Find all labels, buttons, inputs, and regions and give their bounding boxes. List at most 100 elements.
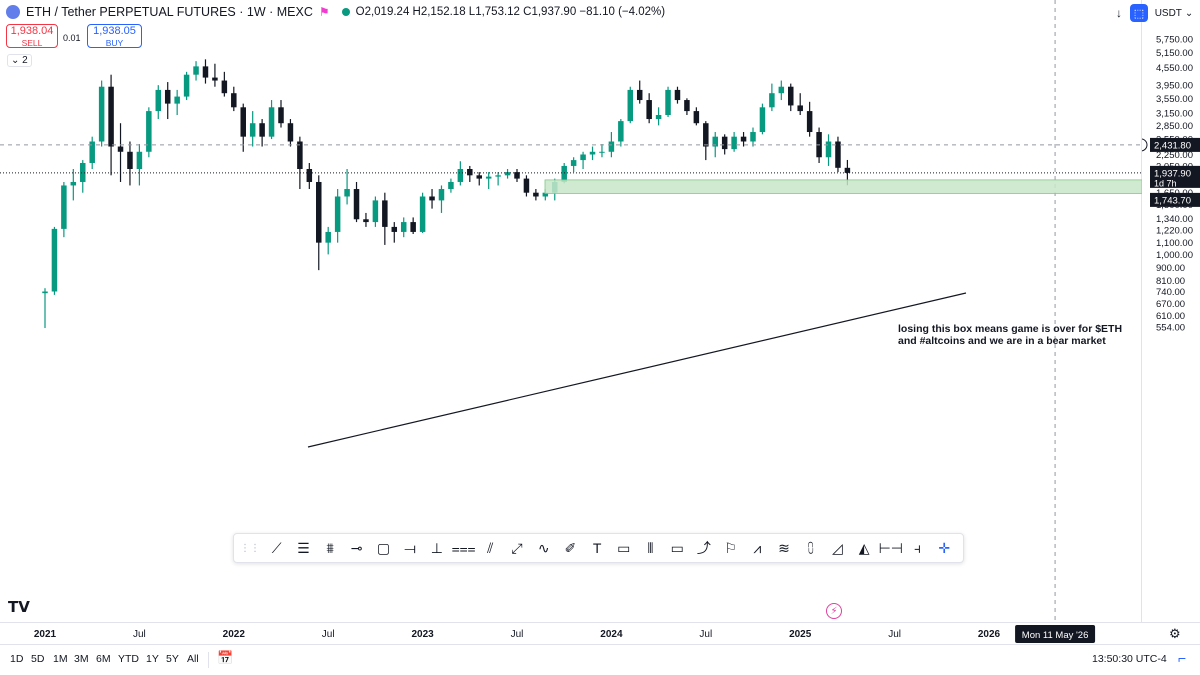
comment-icon[interactable]: ▭ [670, 539, 684, 556]
time-axis-labels: 2021 Jul 2022 Jul 2023 Jul 2024 Jul 2025 Jul 2026 M… [34, 625, 1096, 643]
timeframe-all[interactable]: All [187, 653, 199, 665]
candle-body [164, 89, 171, 104]
candle-body [731, 136, 737, 150]
candle-body [769, 93, 775, 108]
candlestick-chart[interactable] [0, 0, 1142, 622]
triangle-icon[interactable]: ◭ [858, 539, 870, 556]
curve-icon[interactable]: ∿ [537, 539, 550, 556]
price-range-icon[interactable]: ⫞ [914, 539, 921, 556]
arrow-marker-icon[interactable]: ⤢ [511, 539, 523, 556]
timeframe-1m[interactable]: 1M [53, 653, 68, 665]
candle-body [570, 160, 577, 166]
timeframe-5d[interactable]: 5D [31, 653, 45, 665]
currency-selector[interactable]: USDT ⌄ [1152, 4, 1196, 22]
candle-body [334, 196, 341, 232]
candle-body [51, 228, 58, 292]
candle [259, 119, 265, 147]
add-alert-icon[interactable] [1142, 138, 1148, 152]
price-tick-label: 740.00 [1156, 287, 1185, 298]
crosshair-date-bg [1015, 625, 1096, 643]
rectangle-icon[interactable]: ▢ [376, 539, 391, 556]
timeframe-5y[interactable]: 5Y [166, 653, 179, 665]
calendar-icon[interactable]: 📅 [217, 650, 234, 665]
sell-price: 1,938.04 [10, 25, 54, 37]
compare-icon[interactable]: ⌐ [1178, 650, 1187, 666]
candle [174, 89, 180, 116]
candle-body [146, 111, 152, 152]
candle [70, 168, 77, 201]
candle [334, 189, 341, 243]
arrow-down-icon[interactable]: ↓ [1116, 6, 1122, 20]
trend-line[interactable] [307, 292, 967, 448]
horizontal-line-icon[interactable]: ⟞ [404, 539, 416, 556]
timeframe-1y[interactable]: 1Y [146, 653, 159, 665]
symbol-title[interactable]: ETH / Tether PERPETUAL FUTURES · 1W · ME… [26, 5, 313, 19]
buy-button[interactable]: 1,938.05 BUY [87, 24, 142, 48]
chart-annotation[interactable]: losing this box means game is over for $… [898, 323, 1138, 347]
horizontal-lines-icon[interactable]: ☰ [297, 539, 310, 556]
candle-body [561, 165, 567, 182]
vertical-line-icon[interactable]: ⊥ [430, 539, 443, 556]
arrow-icon[interactable]: ⤴ [696, 540, 711, 556]
crosshair-icon[interactable]: ✛ [938, 539, 951, 556]
candle [599, 143, 605, 158]
timeframe-6m[interactable]: 6M [96, 653, 111, 665]
long-position-icon[interactable]: ⩇ [807, 539, 814, 556]
gear-icon[interactable]: ⚙ [1169, 626, 1181, 641]
candle [268, 100, 275, 140]
lightning-icon[interactable]: ⚡ [826, 603, 842, 619]
zigzag-icon[interactable]: ⩘ [753, 539, 762, 556]
timeframe-3m[interactable]: 3M [74, 653, 89, 665]
regression-icon[interactable]: ⩶ [451, 539, 476, 556]
time-axis[interactable]: 2021 Jul 2022 Jul 2023 Jul 2024 Jul 2025 Jul 2026 M… [0, 622, 1200, 644]
candle [627, 86, 634, 124]
time-tick-label: Jul [322, 629, 335, 640]
timeframe-1d[interactable]: 1D [10, 653, 24, 665]
callout-icon[interactable]: ▭ [617, 539, 631, 556]
timeframe-ytd[interactable]: YTD [118, 653, 139, 665]
brush-icon[interactable]: ✐ [564, 539, 577, 556]
last-price-label: 1,937.90 [1154, 168, 1191, 179]
candle-body [599, 151, 605, 153]
chart-plot-area[interactable]: ETH / Tether PERPETUAL FUTURES · 1W · ME… [0, 0, 1142, 622]
candle [325, 226, 331, 255]
path-icon[interactable]: ⫽ [487, 539, 494, 556]
candle-body [457, 168, 464, 182]
price-badge [1150, 137, 1200, 152]
candle-body [693, 111, 700, 124]
support-box[interactable] [544, 179, 1142, 194]
box-price-label: 1,743.70 [1154, 195, 1191, 206]
fib-icon[interactable]: ≋ [778, 539, 790, 556]
candle [684, 98, 690, 116]
candle-body [438, 189, 445, 201]
price-axis[interactable]: ⬚ USDT ⌄ 5,750.00 5,150.00 4,550.00 3,950.00… [1130, 0, 1200, 622]
ohlc-values: O2,019.24 H2,152.18 L1,753.12 C1,937.90 … [355, 6, 666, 18]
price-tick-label: 5,150.00 [1156, 48, 1193, 59]
projection-icon[interactable]: ◿ [832, 539, 843, 556]
flag-icon[interactable]: ⚐ [724, 539, 737, 556]
drawing-toolbar: ⋮⋮ ⟋ ☰ ⩩ ⊸ ▢ ⟞ ⊥ ⩶ ⫽ ⤢ ∿ ✐ T ▭ ⫴ ▭ ⤴ ⚐ ⩘ ≋ ⩇ ◿ ◭ ⊢⊣ ⫞ ✛ [233, 533, 964, 563]
clock[interactable]: 13:50:30 UTC-4 [1092, 653, 1167, 665]
candle-body [297, 141, 303, 169]
drag-handle-icon[interactable]: ⋮⋮ [240, 542, 260, 554]
text-icon[interactable]: T [592, 540, 602, 556]
candle-body [221, 80, 228, 94]
candle-body [589, 151, 596, 155]
candle [146, 107, 152, 158]
eth-symbol-icon [6, 5, 20, 19]
date-range-icon[interactable]: ⊢⊣ [878, 539, 903, 556]
log-scale-toggle[interactable]: ⬚ [1130, 4, 1148, 22]
parallel-channel-icon[interactable]: ⩩ [326, 539, 334, 556]
tradingview-logo[interactable]: TV [8, 598, 30, 616]
indicators-toggle[interactable]: ⌄ 2 [7, 54, 32, 67]
price-tick-label: 3,150.00 [1156, 109, 1193, 120]
flag-icon[interactable]: ⚑ [318, 5, 330, 19]
price-tick-label: 1,100.00 [1156, 238, 1193, 249]
crosshair-date-label: Mon 11 May '26 [1022, 630, 1089, 641]
candles-icon[interactable]: ⫴ [647, 539, 654, 556]
sell-button[interactable]: 1,938.04 SELL [6, 24, 58, 48]
time-tick-label: 2022 [223, 629, 246, 640]
time-tick-label: Jul [699, 629, 712, 640]
horizontal-ray-icon[interactable]: ⊸ [350, 539, 363, 556]
trend-line-icon[interactable]: ⟋ [271, 539, 282, 556]
